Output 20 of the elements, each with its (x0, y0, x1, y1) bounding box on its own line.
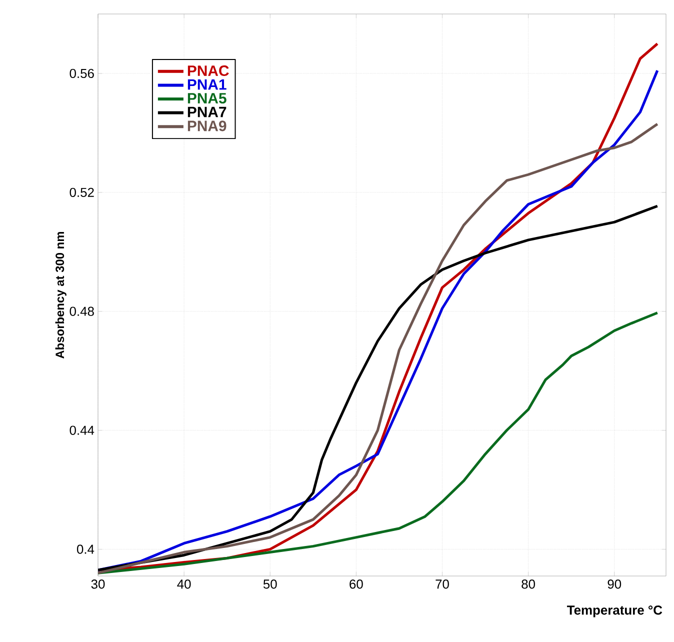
y-tick-label: 0.56 (70, 68, 94, 78)
y-tick-label: 0.52 (70, 188, 94, 197)
legend-label: PNAC (188, 65, 229, 76)
x-tick-label: 50 (263, 580, 277, 589)
legend-label: PNA5 (188, 93, 226, 104)
legend-label: PNA9 (188, 120, 226, 132)
x-tick-label: 30 (91, 580, 105, 589)
x-tick-label: 60 (350, 580, 363, 589)
y-tick-label: 0.48 (70, 306, 94, 316)
x-tick-label: 90 (608, 580, 622, 589)
y-tick-label: 0.44 (70, 426, 94, 435)
y-tick-label: 0.4 (76, 544, 94, 554)
x-tick-label: 40 (177, 580, 191, 589)
x-axis-title: Temperature °C (567, 606, 662, 618)
line-series (98, 312, 659, 574)
y-axis-title: Absorbency at 300 nm (55, 232, 66, 358)
legend-label: PNA1 (188, 79, 226, 90)
x-tick-label: 70 (436, 580, 449, 589)
legend-label: PNA7 (188, 106, 226, 118)
x-tick-label: 80 (522, 580, 536, 589)
